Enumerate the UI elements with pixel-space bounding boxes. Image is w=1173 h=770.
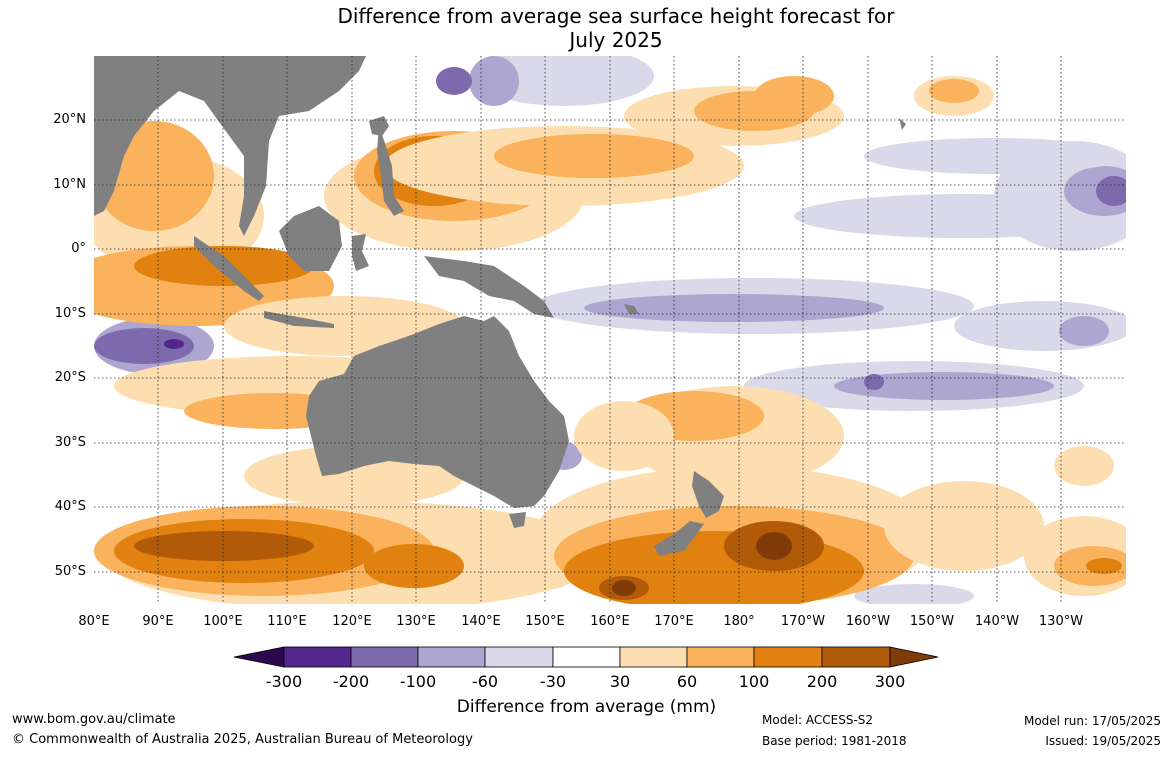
lat-tick-10n: 10°N: [53, 177, 86, 192]
footer-model-run: Model run: 17/05/2025: [1023, 714, 1161, 728]
colorbar-swatch-below-300: [233, 646, 285, 668]
colorbar-svg: [233, 646, 939, 668]
land-masses: [94, 56, 906, 556]
lon-tick-140e: 140°E: [461, 614, 501, 629]
colorbar-label-200: 200: [806, 672, 838, 691]
lat-tick-30s: 30°S: [54, 435, 86, 450]
colorbar-label-minus-200: -200: [332, 672, 370, 691]
lon-tick-170w: 170°W: [780, 614, 826, 629]
below-average-fields: [94, 56, 1126, 604]
lon-tick-90e: 90°E: [142, 614, 174, 629]
colorbar-swatch-6: [619, 646, 688, 668]
colorbar-swatch-3: [417, 646, 486, 668]
colorbar-swatch-9: [821, 646, 891, 668]
footer-copyright: © Commonwealth of Australia 2025, Austra…: [12, 732, 473, 747]
colorbar-label-300: 300: [874, 672, 906, 691]
sumatra: [194, 236, 264, 301]
above-average-fields: [94, 76, 1126, 604]
hawaii: [899, 118, 906, 130]
lat-tick-10s: 10°S: [54, 306, 86, 321]
malay-peninsula: [239, 141, 269, 236]
colorbar-swatch-4: [484, 646, 554, 668]
footer-base-period: Base period: 1981-2018: [762, 734, 907, 748]
lat-tick-20s: 20°S: [54, 370, 86, 385]
colorbar-swatch-5: [552, 646, 621, 668]
sea-surface-height-map: [94, 56, 1126, 604]
map-svg: [94, 56, 1126, 604]
colorbar-swatch-2: [350, 646, 419, 668]
solomon-islands: [624, 304, 639, 314]
colorbar-label-minus-100: -100: [399, 672, 437, 691]
lon-tick-150w: 150°W: [909, 614, 955, 629]
colorbar-swatch-8: [753, 646, 823, 668]
colorbar-title: Difference from average (mm): [456, 697, 717, 717]
lon-tick-110e: 110°E: [267, 614, 307, 629]
colorbar-swatch-1: [283, 646, 352, 668]
title-line-2: July 2025: [569, 28, 663, 52]
lon-tick-180: 180°: [723, 614, 755, 629]
map-title: Difference from average sea surface heig…: [0, 4, 1173, 52]
colorbar-label-minus-30: -30: [539, 672, 567, 691]
new-zealand-north: [692, 471, 724, 518]
australia: [306, 316, 569, 508]
lat-tick-equator: 0°: [71, 241, 86, 256]
borneo: [279, 206, 342, 271]
asia-mainland: [94, 56, 366, 216]
gridlines: [94, 56, 1126, 604]
lon-tick-130e: 130°E: [396, 614, 436, 629]
colorbar-label-100: 100: [738, 672, 770, 691]
lon-tick-170e: 170°E: [654, 614, 694, 629]
sulawesi: [352, 234, 369, 271]
philippines: [377, 126, 404, 216]
colorbar-swatch-7: [686, 646, 755, 668]
lon-tick-100e: 100°E: [203, 614, 243, 629]
lon-tick-160w: 160°W: [845, 614, 891, 629]
lon-tick-120e: 120°E: [332, 614, 372, 629]
title-line-1: Difference from average sea surface heig…: [337, 4, 895, 28]
colorbar-swatch-above-300: [889, 646, 939, 668]
lon-tick-140w: 140°W: [974, 614, 1020, 629]
footer-issued: Issued: 19/05/2025: [1045, 734, 1161, 748]
lon-tick-150e: 150°E: [525, 614, 565, 629]
java: [264, 311, 334, 328]
colorbar-label-60: 60: [676, 672, 698, 691]
tasmania: [509, 512, 526, 528]
new-guinea: [424, 256, 554, 318]
lat-tick-50s: 50°S: [54, 564, 86, 579]
lat-tick-20n: 20°N: [53, 112, 86, 127]
footer-url: www.bom.gov.au/climate: [12, 712, 176, 727]
lon-tick-130w: 130°W: [1038, 614, 1084, 629]
colorbar-label-minus-300: -300: [265, 672, 303, 691]
colorbar-label-30: 30: [609, 672, 631, 691]
lat-tick-40s: 40°S: [54, 499, 86, 514]
footer-model: Model: ACCESS-S2: [762, 713, 874, 727]
lon-tick-80e: 80°E: [78, 614, 110, 629]
new-zealand-south: [654, 521, 704, 556]
lon-tick-160e: 160°E: [590, 614, 630, 629]
colorbar-label-minus-60: -60: [471, 672, 499, 691]
colorbar: [233, 645, 939, 671]
